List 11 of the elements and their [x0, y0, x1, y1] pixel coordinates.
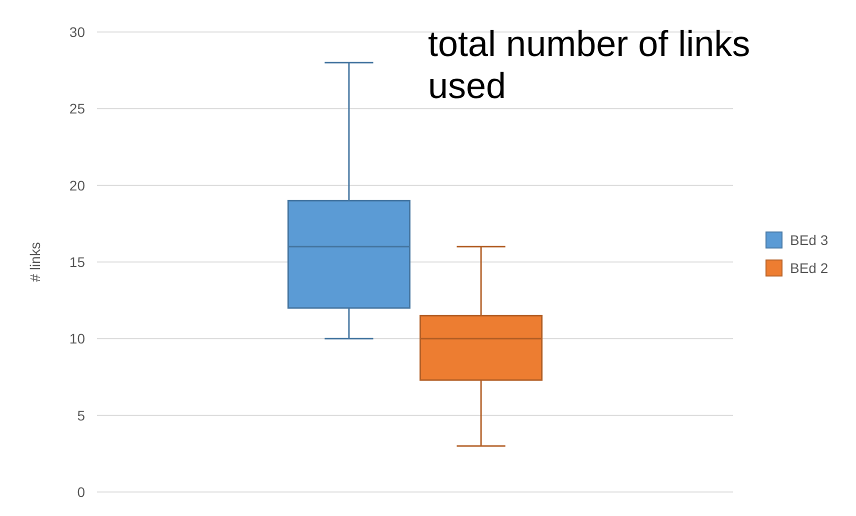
legend-label: BEd 2: [790, 260, 828, 276]
y-tick-label: 25: [69, 100, 86, 117]
y-tick-label: 10: [69, 330, 86, 347]
y-tick-label: 20: [69, 177, 86, 194]
y-tick-label: 30: [69, 24, 86, 40]
chart-title: total number of links used: [428, 23, 750, 106]
legend-label: BEd 3: [790, 232, 828, 248]
y-tick-label: 5: [77, 407, 86, 424]
y-tick-label: 15: [69, 254, 86, 270]
y-tick-label: 0: [77, 484, 86, 500]
y-axis-title: # links: [27, 242, 43, 282]
